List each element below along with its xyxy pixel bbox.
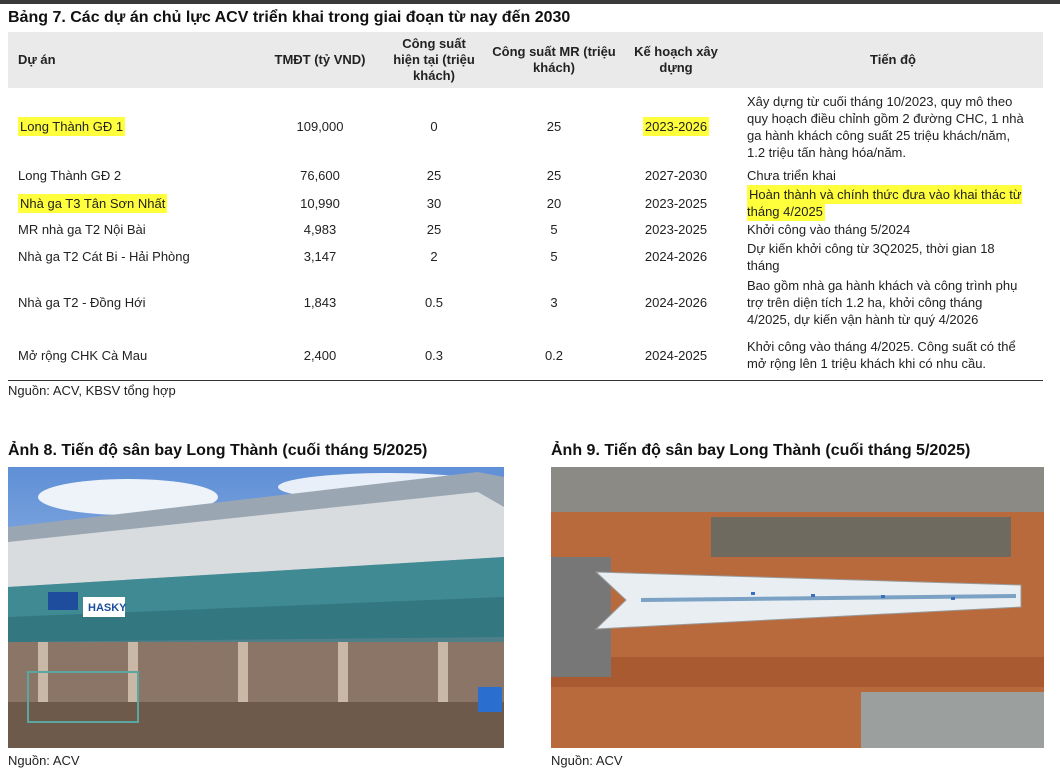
table-cell: 109,000: [296, 119, 344, 134]
header-row: Dự án TMĐT (tỷ VND) Công suất hiện tại (tr…: [8, 32, 1043, 88]
table-cell: 30: [426, 195, 442, 211]
highlighted-text: Long Thành GĐ 1: [18, 117, 126, 136]
table-cell: 0.3: [385, 331, 483, 381]
table-cell: Hoàn thành và chính thức đưa vào khai th…: [727, 185, 1043, 221]
column-header: Công suất hiện tại (triệu khách): [385, 32, 483, 88]
top-bar: [0, 0, 1060, 4]
highlighted-text: Nhà ga T3 Tân Sơn Nhất: [18, 193, 168, 213]
table-cell: 0: [430, 119, 438, 134]
table-cell: 2023-2025: [644, 222, 708, 237]
table-cell: 2023-2025: [644, 195, 708, 211]
column-header: Công suất MR (triệu khách): [483, 32, 625, 88]
table-cell: 0.5: [424, 295, 444, 310]
table-cell: 2: [430, 249, 438, 264]
figure-source: Nguồn: ACV: [8, 753, 80, 768]
table-title: Bảng 7. Các dự án chủ lực ACV triển khai…: [8, 9, 571, 26]
table-cell: Chưa triển khai: [747, 168, 836, 183]
table-cell: 3: [550, 295, 558, 310]
table-cell: Dự kiến khởi công từ 3Q2025, thời gian 1…: [747, 240, 995, 273]
table-row: MR nhà ga T2 Nội Bài 4,983 25 5 2023-2025 Khở…: [8, 220, 1043, 239]
table-cell: 76,600: [300, 168, 340, 183]
table-cell: 2024-2026: [644, 295, 708, 310]
table-cell: 2027-2030: [644, 168, 708, 183]
table-cell: 5: [550, 249, 558, 264]
figure-title: Ảnh 8. Tiến độ sân bay Long Thành (cuối …: [8, 442, 428, 459]
projects-table: Dự án TMĐT (tỷ VND) Công suất hiện tại (tr…: [8, 32, 1043, 381]
column-header: Tiến độ: [727, 32, 1043, 88]
table-cell: 20: [546, 195, 562, 211]
table-cell: Nhà ga T2 Cát Bi - Hải Phòng: [18, 249, 190, 264]
figure-source: Nguồn: ACV: [551, 753, 623, 768]
table-cell: 25: [426, 168, 442, 183]
highlighted-text: 2023-2026: [642, 117, 710, 136]
table-cell: 3,147: [303, 249, 337, 264]
table-cell: 25: [546, 168, 562, 183]
svg-text:HASKY: HASKY: [88, 602, 127, 614]
table-row: Nhà ga T2 Cát Bi - Hải Phòng 3,147 2 5 2024-…: [8, 239, 1043, 274]
table-cell: Nhà ga T3 Tân Sơn Nhất: [8, 186, 255, 220]
table-cell: Long Thành GĐ 1: [8, 88, 255, 165]
table-cell: 2023-2026: [625, 88, 727, 165]
table-cell: Long Thành GĐ 2: [18, 168, 122, 183]
column-header: Dự án: [8, 32, 255, 88]
table-cell: 2024-2026: [644, 249, 708, 264]
table-row: Nhà ga T2 - Đồng Hới 1,843 0.5 3 2024-2026 Ba…: [8, 274, 1043, 331]
table-row: Nhà ga T3 Tân Sơn Nhất 10,990 30 20 2023-202…: [8, 185, 1043, 221]
column-header: TMĐT (tỷ VND): [255, 32, 385, 88]
table-row: Mở rộng CHK Cà Mau 2,400 0.3 0.2 2024-2025 Kh…: [8, 331, 1043, 381]
table-source: Nguồn: ACV, KBSV tổng hợp: [8, 383, 176, 398]
table-cell: 2024-2025: [625, 331, 727, 381]
table-cell: Bao gồm nhà ga hành khách và công trình …: [747, 278, 1018, 327]
table-cell: 10,990: [300, 195, 340, 211]
table-cell: 0.2: [483, 331, 625, 381]
table-cell: 1,843: [303, 295, 337, 310]
table-cell: MR nhà ga T2 Nội Bài: [18, 222, 146, 237]
table-cell: 25: [546, 119, 562, 134]
column-header: Kế hoạch xây dựng: [625, 32, 727, 88]
table-cell: Khởi công vào tháng 4/2025. Công suất có…: [727, 331, 1043, 381]
table-cell: 2,400: [255, 331, 385, 381]
photo-aerial: [551, 467, 1044, 748]
table-cell: Nhà ga T2 - Đồng Hới: [18, 295, 146, 310]
figure-title: Ảnh 9. Tiến độ sân bay Long Thành (cuối …: [551, 442, 971, 459]
photo-terminal: HASKY: [8, 467, 504, 748]
table-cell: Xây dựng từ cuối tháng 10/2023, quy mô t…: [747, 93, 1024, 160]
table-cell: 5: [550, 222, 558, 237]
table-row: Long Thành GĐ 2 76,600 25 25 2027-2030 Chưa t…: [8, 165, 1043, 186]
table-cell: 25: [426, 222, 442, 237]
table-cell: 4,983: [303, 222, 337, 237]
table-cell: Khởi công vào tháng 5/2024: [747, 222, 911, 237]
table-cell: Mở rộng CHK Cà Mau: [8, 331, 255, 381]
table-row: Long Thành GĐ 1 109,000 0 25 2023-2026 Xây dự…: [8, 88, 1043, 165]
highlighted-text: Hoàn thành và chính thức đưa vào khai th…: [747, 185, 1022, 221]
